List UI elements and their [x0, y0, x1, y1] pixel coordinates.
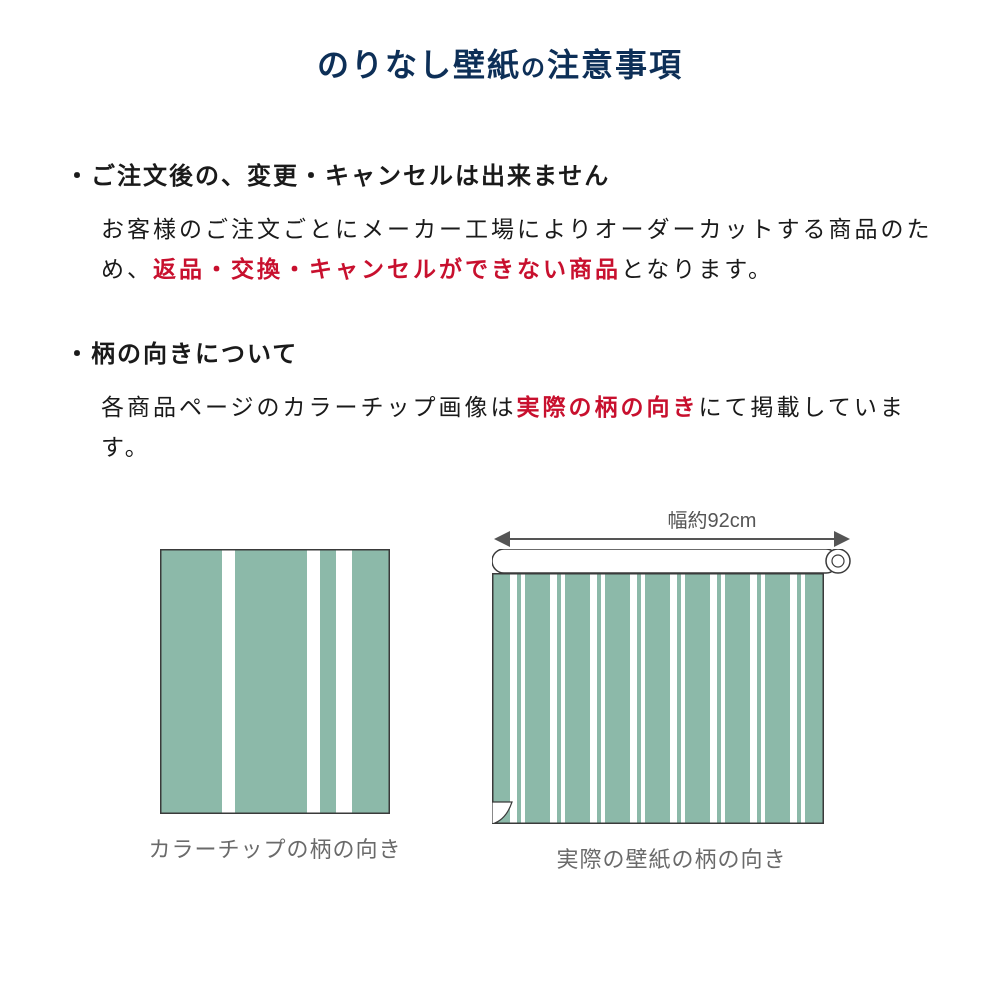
- figure-right-caption: 実際の壁紙の柄の向き: [556, 842, 786, 874]
- figures-row: カラーチップの柄の向き 幅約92cm 実際の壁紙の柄の向き: [65, 511, 935, 874]
- bullet-heading-2: ・柄の向きについて: [65, 334, 935, 369]
- figure-color-chip: カラーチップの柄の向き: [148, 511, 401, 874]
- width-arrow-icon: 幅約92cm: [492, 511, 852, 547]
- bullet-heading-1: ・ご注文後の、変更・キャンセルは出来ません: [65, 156, 935, 191]
- body-1-part-2: となります。: [621, 256, 774, 282]
- wallpaper-roll-diagram: [492, 549, 852, 824]
- svg-text:幅約92cm: 幅約92cm: [667, 511, 756, 532]
- title-suffix: 注意事項: [547, 47, 683, 83]
- body-2-part-0: 各商品ページのカラーチップ画像は: [101, 394, 517, 420]
- title-prefix: のりなし壁紙: [317, 47, 521, 83]
- body-1-part-1: 返品・交換・キャンセルができない商品: [153, 256, 621, 282]
- section-2: ・柄の向きについて 各商品ページのカラーチップ画像は実際の柄の向きにて掲載してい…: [65, 334, 935, 468]
- figure-wallpaper-roll: 幅約92cm 実際の壁紙の柄の向き: [492, 511, 852, 874]
- section-1: ・ご注文後の、変更・キャンセルは出来ません お客様のご注文ごとにメーカー工場によ…: [65, 156, 935, 290]
- figure-left-caption: カラーチップの柄の向き: [148, 832, 401, 864]
- page-title: のりなし壁紙の注意事項: [65, 40, 935, 86]
- body-2-part-1: 実際の柄の向き: [517, 394, 699, 420]
- width-indicator: 幅約92cm: [492, 511, 852, 547]
- title-connector: の: [521, 55, 547, 82]
- body-text-2: 各商品ページのカラーチップ画像は実際の柄の向きにて掲載しています。: [101, 387, 935, 468]
- color-chip-diagram: [160, 549, 390, 814]
- body-text-1: お客様のご注文ごとにメーカー工場によりオーダーカットする商品のため、返品・交換・…: [101, 209, 935, 290]
